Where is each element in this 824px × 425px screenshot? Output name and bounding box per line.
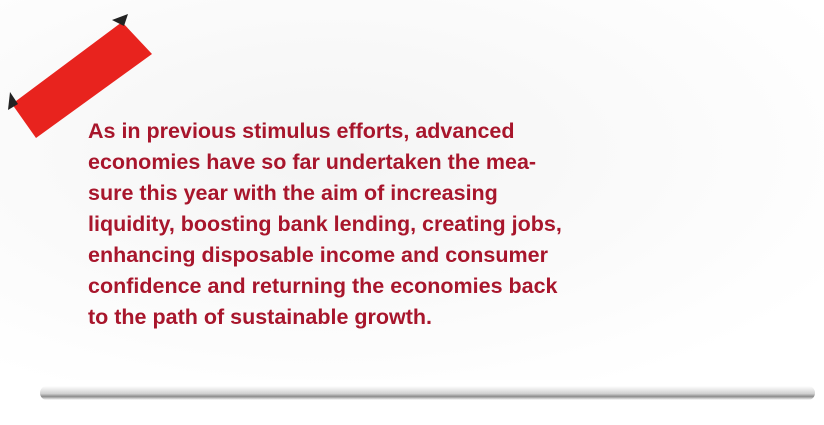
quote-line: to the path of sustainable growth. [88, 305, 432, 329]
quote-line: confidence and returning the economies b… [88, 274, 558, 298]
tape-corner [8, 92, 18, 110]
quote-line: economies have so far undertaken the mea… [88, 150, 537, 174]
quote-line: sure this year with the aim of increasin… [88, 181, 498, 205]
quote-line: liquidity, boosting bank lending, creati… [88, 212, 562, 236]
pull-quote: As in previous stimulus efforts, advance… [88, 116, 562, 333]
tape [12, 22, 152, 138]
quote-line: As in previous stimulus efforts, advance… [88, 119, 515, 143]
divider-shadow [40, 386, 815, 400]
tape-corner [112, 14, 128, 26]
quote-line: enhancing disposable income and consumer [88, 243, 548, 267]
